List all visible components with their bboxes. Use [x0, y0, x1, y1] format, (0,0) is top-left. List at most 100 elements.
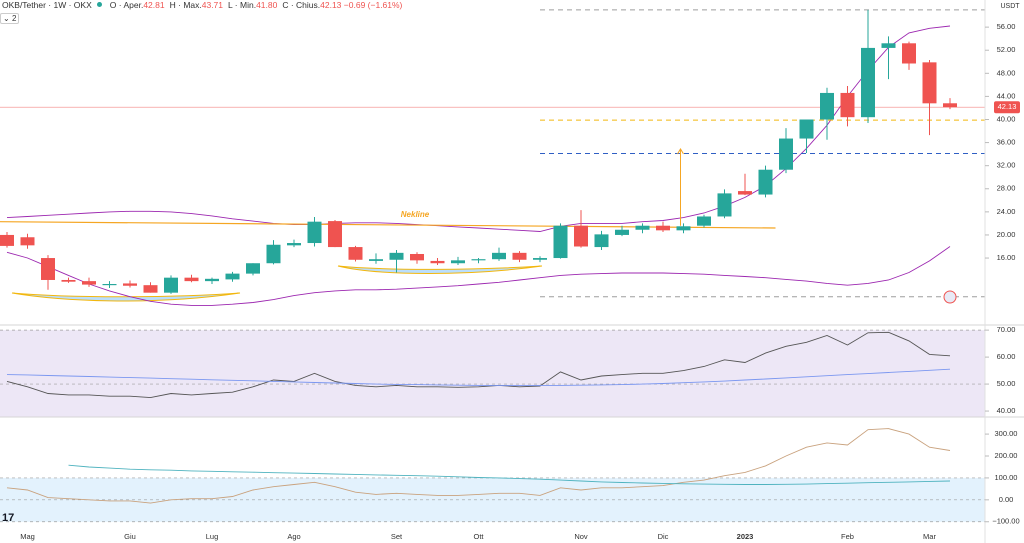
candle-body [410, 253, 424, 261]
series-line [6, 428, 951, 504]
logo: 17 [2, 512, 14, 524]
candle-body [840, 92, 855, 118]
y-tick-label: 44.00 [997, 91, 1016, 100]
y-tick-label: 24.00 [997, 207, 1016, 216]
price-pane: Nekline [0, 9, 985, 306]
cup-shape [11, 292, 241, 302]
series-line [68, 464, 951, 485]
candle-body [246, 263, 260, 274]
candle-body [697, 216, 711, 226]
field-value: 43.71 [201, 0, 224, 10]
field-value: 42.13 [320, 0, 342, 10]
candle-body [61, 279, 76, 282]
candle-body [41, 258, 55, 280]
candle-body [430, 260, 445, 264]
candle-body [512, 252, 527, 260]
last-price-label: 42.13 [998, 102, 1017, 111]
unit-label: USDT [1000, 3, 1020, 10]
field-value: 42.81 [143, 0, 165, 10]
x-tick-label: 2023 [737, 532, 754, 541]
status-dot [96, 2, 102, 7]
field-key: H [169, 0, 176, 10]
arrow-head [677, 147, 684, 155]
x-tick-label: Lug [206, 532, 219, 541]
series-line [6, 246, 951, 306]
x-tick-label: Ago [287, 532, 300, 541]
candle-body [0, 234, 14, 246]
rsi-pane [0, 329, 985, 417]
x-tick-label: Feb [841, 532, 854, 541]
candle-body [943, 103, 957, 108]
legend-header: OKB/Tether · 1W · OKX O · Aper.42.81 H · M… [0, 0, 405, 11]
y-tick-label: 16.00 [997, 253, 1016, 262]
y-tick-label: −100.00 [992, 517, 1019, 526]
field-value: 41.80 [256, 0, 278, 10]
y-tick-label: 0.00 [999, 495, 1014, 504]
candle-body [738, 191, 752, 195]
candle-body [20, 237, 35, 246]
candle-body [717, 193, 732, 217]
y-tick-label: 100.00 [995, 473, 1018, 482]
x-tick-label: Mar [923, 532, 936, 541]
candle-body [594, 234, 609, 248]
x-tick-label: Set [391, 532, 403, 541]
candle-body [861, 47, 875, 118]
y-tick-label: 32.00 [997, 161, 1016, 170]
candle-body [779, 138, 793, 170]
candle-body [758, 169, 773, 195]
y-tick-label: 20.00 [997, 230, 1016, 239]
candle-body [533, 258, 547, 260]
symbol: OKB/Tether · 1W · OKX [2, 0, 92, 10]
candle-body [574, 225, 588, 247]
candle-body [266, 244, 281, 264]
candle-body [553, 225, 568, 259]
y-tick-label: 50.00 [997, 379, 1016, 388]
x-tick-label: Dic [658, 532, 669, 541]
field-key: C [282, 0, 289, 10]
candle-body [656, 225, 670, 231]
field-label: Aper. [123, 0, 144, 10]
change: −0.69 (−1.61%) [343, 0, 403, 10]
field-label: Chius. [296, 0, 321, 10]
candle-body [451, 260, 465, 264]
candle-body [635, 225, 650, 230]
field-label: Max. [183, 0, 202, 10]
candle-body [369, 259, 383, 261]
y-tick-label: 28.00 [997, 184, 1016, 193]
indicator-toggle[interactable]: ⌄ 2 [0, 13, 20, 24]
candle-body [881, 43, 896, 48]
candle-body [307, 221, 322, 244]
y-tick-label: 300.00 [995, 429, 1018, 438]
y-tick-label: 60.00 [997, 352, 1016, 361]
candle-body [205, 278, 219, 282]
series-line [6, 368, 951, 386]
x-tick-label: Ott [473, 532, 484, 541]
y-tick-label: 40.00 [997, 114, 1016, 123]
candle-body [143, 285, 158, 293]
candle-body [102, 284, 117, 286]
candle-body [287, 243, 301, 246]
candle-body [82, 281, 96, 285]
candle-body [799, 119, 814, 139]
y-tick-label: 200.00 [995, 451, 1018, 460]
candle-body [184, 277, 199, 282]
candle-body [164, 277, 178, 293]
candle-body [225, 273, 240, 280]
x-tick-label: Nov [574, 532, 588, 541]
y-tick-label: 52.00 [997, 45, 1016, 54]
field-key: O [109, 0, 117, 10]
neckline-label: Nekline [401, 210, 430, 219]
series-line [6, 331, 951, 399]
candle-body [492, 252, 506, 260]
candle-body [123, 283, 137, 286]
candle-body [389, 252, 404, 260]
y-tick-label: 36.00 [997, 138, 1016, 147]
candle-body [348, 247, 363, 260]
x-tick-label: Mag [20, 532, 35, 541]
y-tick-label: 70.00 [997, 325, 1016, 334]
flag-icon [943, 290, 957, 304]
band [0, 330, 985, 417]
x-tick-label: Giu [124, 532, 136, 541]
